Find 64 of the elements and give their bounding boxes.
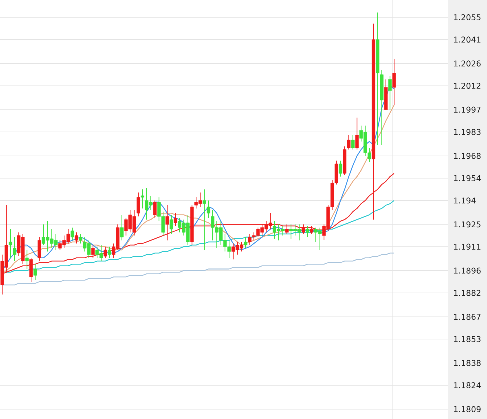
candlestick xyxy=(232,243,236,260)
candlestick xyxy=(100,244,104,262)
candlestick xyxy=(34,264,38,281)
candlestick xyxy=(62,235,66,249)
candlestick xyxy=(384,79,388,110)
candlestick xyxy=(351,135,355,150)
candlestick xyxy=(248,234,252,246)
candlestick xyxy=(70,227,74,241)
candlestick xyxy=(194,197,198,210)
candlestick xyxy=(236,242,240,256)
candlestick xyxy=(285,224,289,235)
candlestick xyxy=(42,224,46,246)
candlestick xyxy=(108,246,112,258)
candlestick xyxy=(260,224,264,236)
candlestick xyxy=(96,246,100,258)
candlestick xyxy=(153,200,157,219)
candlestick xyxy=(298,224,302,241)
candlestick xyxy=(318,227,322,250)
candlestick xyxy=(66,229,70,244)
candlestick xyxy=(244,237,248,249)
candlestick xyxy=(92,244,95,258)
candlestick xyxy=(294,224,298,236)
candlestick xyxy=(13,237,17,262)
candlestick xyxy=(30,258,34,282)
candlestick xyxy=(38,237,42,262)
candlestick xyxy=(277,224,281,241)
candlestick xyxy=(302,224,306,235)
candlestick xyxy=(198,192,202,208)
candlestick xyxy=(104,246,108,258)
candlestick xyxy=(178,218,182,233)
candlestick xyxy=(392,58,396,106)
candlestick xyxy=(83,237,87,252)
candlestick xyxy=(207,200,210,219)
candlestick xyxy=(128,210,132,233)
candlestick xyxy=(388,76,392,110)
candlestick xyxy=(339,160,342,178)
candlestick xyxy=(79,234,83,244)
candlestick xyxy=(46,221,50,252)
candlestick xyxy=(75,232,78,244)
candlestick xyxy=(166,205,170,241)
candlestick xyxy=(306,226,310,238)
candlestick xyxy=(281,226,285,236)
candlestick xyxy=(174,213,178,227)
candlestick xyxy=(145,188,149,220)
candlestick xyxy=(87,240,91,258)
candlestick xyxy=(219,221,223,246)
candlestick xyxy=(314,227,318,243)
candlestick xyxy=(149,196,153,211)
candlestick xyxy=(202,189,206,250)
candlestick xyxy=(54,234,58,250)
candlestick xyxy=(364,126,368,156)
candlestick xyxy=(50,229,54,249)
candlestick xyxy=(120,214,124,241)
candlestick xyxy=(21,234,25,265)
candlestick xyxy=(26,250,29,270)
candlestick xyxy=(9,229,12,258)
candlestick xyxy=(356,118,359,150)
candlestick xyxy=(186,214,190,246)
candlestick xyxy=(58,240,62,250)
candlestick xyxy=(170,214,174,235)
candlestick xyxy=(228,240,232,258)
candlestick xyxy=(141,189,144,210)
candlestick xyxy=(268,213,272,230)
candlestick xyxy=(264,221,268,233)
